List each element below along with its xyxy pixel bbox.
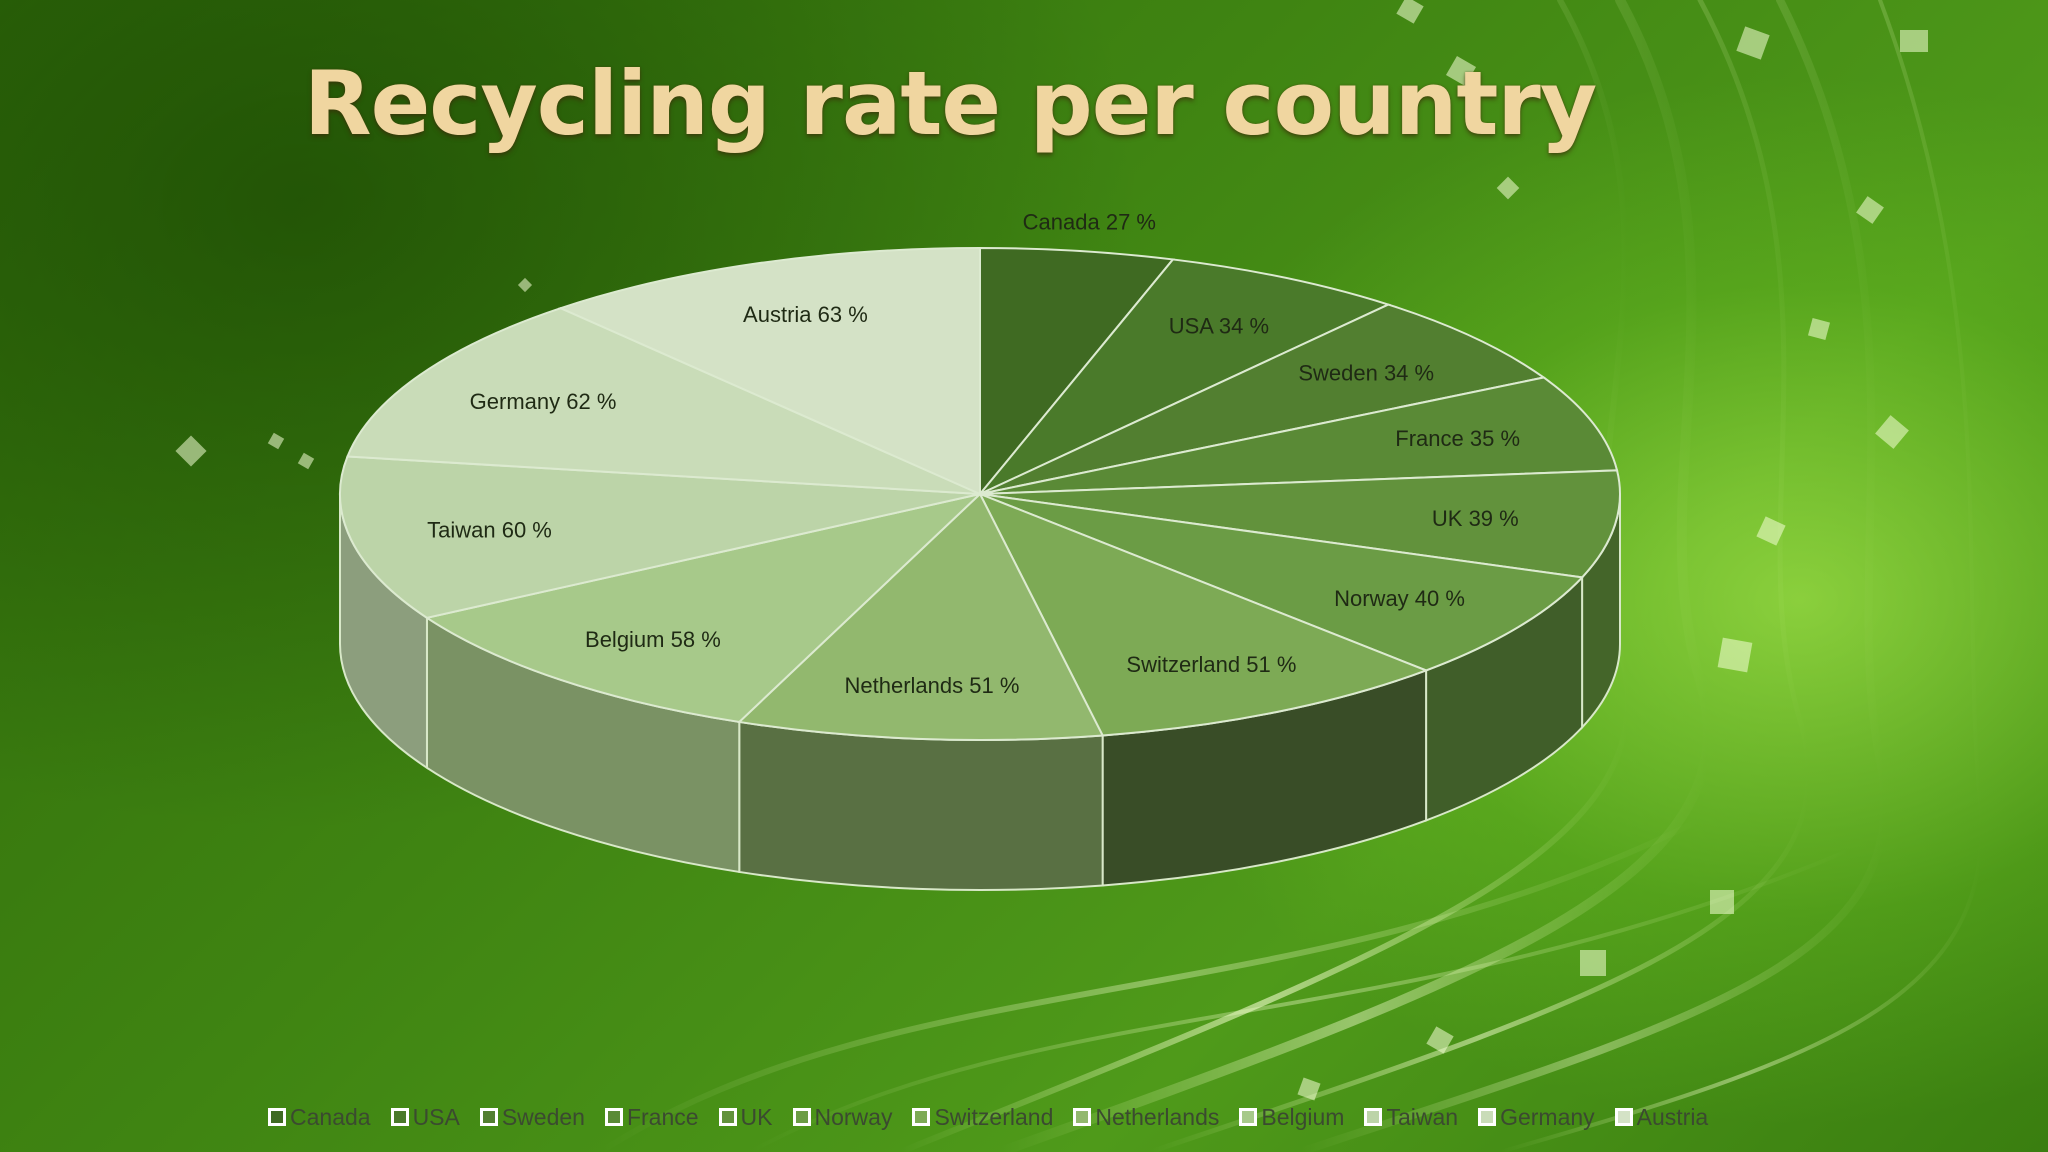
data-label-canada: Canada 27 %	[1023, 210, 1156, 235]
chart-legend: Canada USA Sweden France UK Norway Switzerland…	[0, 1103, 2048, 1131]
legend-label: Switzerland	[934, 1103, 1054, 1130]
legend-item-uk: UK	[718, 1103, 773, 1131]
legend-item-austria: Austria	[1614, 1103, 1709, 1131]
pie-slice-sweden[interactable]	[979, 303, 1547, 495]
legend-swatch	[792, 1108, 811, 1126]
legend-label: Germany	[1500, 1103, 1595, 1130]
data-label-austria: Austria 63 %	[743, 302, 868, 327]
legend-item-taiwan: Taiwan	[1364, 1103, 1458, 1131]
legend-swatch	[390, 1108, 409, 1126]
legend-swatch	[1073, 1108, 1092, 1126]
legend-swatch	[912, 1108, 931, 1126]
pie-slice-norway[interactable]	[979, 493, 1585, 672]
pie-slice-canada[interactable]	[979, 246, 1175, 497]
legend-label: Norway	[814, 1103, 893, 1130]
legend-swatch	[479, 1108, 498, 1126]
legend-item-netherlands: Netherlands	[1073, 1103, 1219, 1131]
data-label-usa: USA 34 %	[1169, 314, 1269, 339]
legend-swatch	[1614, 1108, 1633, 1126]
legend-label: Taiwan	[1386, 1103, 1459, 1130]
legend-item-usa: USA	[390, 1103, 460, 1131]
pie-slice-usa[interactable]	[979, 258, 1392, 495]
legend-swatch	[604, 1108, 623, 1126]
legend-label: Austria	[1636, 1103, 1709, 1130]
pie-slice-netherlands[interactable]	[737, 492, 1105, 742]
legend-swatch	[718, 1108, 737, 1126]
pie-slice-germany[interactable]	[346, 307, 981, 495]
pie-slice-france[interactable]	[979, 376, 1619, 495]
legend-swatch	[1239, 1108, 1258, 1126]
legend-label: UK	[740, 1103, 773, 1130]
legend-swatch	[268, 1108, 286, 1126]
pie-side-netherlands	[738, 720, 1104, 892]
legend-label: Canada	[290, 1103, 371, 1130]
legend-item-sweden: Sweden	[479, 1103, 585, 1131]
legend-swatch	[1364, 1108, 1383, 1126]
data-label-sweden: Sweden 34 %	[1298, 360, 1434, 385]
data-label-uk: UK 39 %	[1432, 506, 1519, 531]
data-label-norway: Norway 40 %	[1334, 586, 1465, 611]
legend-label: USA	[412, 1103, 460, 1130]
pie-slice-taiwan[interactable]	[339, 455, 981, 619]
legend-item-france: France	[604, 1103, 699, 1131]
legend-item-norway: Norway	[792, 1103, 893, 1131]
pie-slice-uk[interactable]	[979, 469, 1621, 579]
legend-label: Netherlands	[1095, 1103, 1220, 1130]
data-label-netherlands: Netherlands 51 %	[845, 673, 1020, 698]
data-label-belgium: Belgium 58 %	[585, 627, 721, 652]
legend-item-germany: Germany	[1478, 1103, 1595, 1131]
legend-item-canada: Canada	[268, 1103, 371, 1131]
legend-label: Belgium	[1261, 1103, 1345, 1130]
legend-label: France	[626, 1103, 699, 1130]
legend-item-belgium: Belgium	[1239, 1103, 1344, 1131]
chart-title: Recycling rate per country	[303, 52, 1597, 155]
data-label-germany: Germany 62 %	[470, 389, 617, 414]
data-label-taiwan: Taiwan 60 %	[427, 518, 552, 543]
pie-slice-belgium[interactable]	[424, 492, 984, 723]
legend-label: Sweden	[501, 1103, 585, 1130]
data-label-france: France 35 %	[1395, 426, 1520, 451]
legend-swatch	[1478, 1108, 1497, 1126]
data-label-switzerland: Switzerland 51 %	[1126, 652, 1296, 677]
pie-slice-switzerland[interactable]	[977, 492, 1429, 737]
pie-slice-austria[interactable]	[557, 246, 981, 496]
legend-item-switzerland: Switzerland	[912, 1103, 1053, 1131]
